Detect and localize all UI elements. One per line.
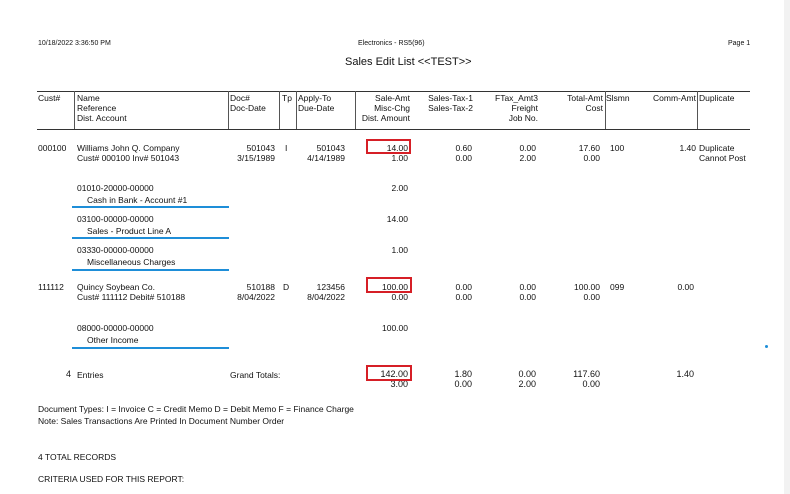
- underline: [72, 347, 229, 349]
- col-divider: [228, 91, 229, 129]
- col-header-tax: Sales-Tax-1 Sales-Tax-2: [428, 93, 473, 113]
- col-header-slsmn: Slsmn: [606, 93, 630, 103]
- page-number: Page 1: [728, 40, 751, 47]
- entries-label: Entries: [77, 370, 104, 380]
- col-divider: [74, 91, 75, 129]
- sales-tax: 0.00 0.00: [455, 282, 472, 302]
- sale-amount: 100.00 0.00: [382, 282, 408, 302]
- dist-amount: 100.00: [382, 323, 408, 333]
- doc-type: D: [283, 282, 290, 292]
- underline: [72, 206, 229, 208]
- duplicate-status: Duplicate Cannot Post: [699, 143, 746, 163]
- total-comm: 1.40: [676, 369, 694, 379]
- highlight-box: [366, 365, 412, 381]
- header-top-rule: [37, 91, 750, 92]
- dist-description: Other Income: [87, 335, 139, 345]
- ftax-freight: 0.00 0.00: [519, 282, 536, 302]
- sale-amount: 14.00 1.00: [386, 143, 408, 163]
- grand-totals-label: Grand Totals:: [230, 370, 281, 380]
- apply-info: 501043 4/14/1989: [307, 143, 345, 163]
- comm-amount: 1.40: [679, 143, 696, 153]
- total-cost: 17.60 0.00: [578, 143, 600, 163]
- entries-count: 4: [66, 369, 72, 379]
- col-header-apply: Apply-To Due-Date: [298, 93, 335, 113]
- dist-account: 01010-20000-00000: [77, 183, 154, 193]
- highlight-box: [366, 139, 411, 154]
- doc-types-note: Document Types: I = Invoice C = Credit M…: [38, 404, 354, 414]
- ftax-freight: 0.00 2.00: [519, 143, 536, 163]
- page-edge: [784, 0, 790, 494]
- col-header-total: Total-Amt Cost: [567, 93, 603, 113]
- company-name: Electronics - RS5(96): [358, 40, 425, 47]
- dist-account: 08000-00000-00000: [77, 323, 154, 333]
- order-note: Note: Sales Transactions Are Printed In …: [38, 416, 285, 426]
- doc-type: I: [285, 143, 288, 153]
- col-divider: [697, 91, 698, 129]
- total-records: 4 TOTAL RECORDS: [38, 452, 117, 462]
- apply-info: 123456 8/04/2022: [307, 282, 345, 302]
- col-divider: [605, 91, 606, 129]
- dist-amount: 14.00: [386, 214, 408, 224]
- col-header-tp: Tp: [282, 93, 292, 103]
- col-header-name: Name Reference Dist. Account: [77, 93, 127, 123]
- salesman: 100: [610, 143, 625, 153]
- dist-account: 03100-00000-00000: [77, 214, 154, 224]
- report-title: Sales Edit List <<TEST>>: [345, 56, 472, 68]
- comm-amount: 0.00: [677, 282, 694, 292]
- underline: [72, 269, 229, 271]
- cust-number: 111112: [38, 282, 64, 292]
- dist-amount: 1.00: [391, 245, 408, 255]
- dist-account: 03330-00000-00000: [77, 245, 154, 255]
- salesman: 099: [610, 282, 625, 292]
- criteria-label: CRITERIA USED FOR THIS REPORT:: [38, 474, 185, 484]
- total-sale: 142.00 3.00: [380, 369, 408, 389]
- header-bottom-rule: [37, 129, 750, 130]
- total-ftax: 0.00 2.00: [518, 369, 536, 389]
- col-divider: [355, 91, 356, 129]
- customer-name: Williams John Q. Company Cust# 000100 Inv…: [77, 143, 180, 163]
- highlight-box: [366, 277, 412, 293]
- doc-info: 501043 3/15/1989: [237, 143, 275, 163]
- col-header-comm: Comm-Amt: [653, 93, 696, 103]
- col-header-cust: Cust#: [38, 93, 61, 103]
- total-cost: 100.00 0.00: [574, 282, 600, 302]
- customer-name: Quincy Soybean Co. Cust# 111112 Debit# 51…: [77, 282, 186, 302]
- col-header-doc: Doc# Doc-Date: [230, 93, 266, 113]
- col-header-dup: Duplicate: [699, 93, 735, 103]
- report-datetime: 10/18/2022 3:36:50 PM: [38, 40, 111, 47]
- doc-info: 510188 8/04/2022: [237, 282, 275, 302]
- col-header-ftax: FTax_Amt3 Freight Job No.: [495, 93, 538, 123]
- total-tax: 1.80 0.00: [454, 369, 472, 389]
- col-header-sale: Sale-Amt Misc-Chg Dist. Amount: [361, 93, 410, 123]
- cust-number: 000100: [38, 143, 67, 153]
- dist-description: Miscellaneous Charges: [87, 257, 176, 267]
- underline: [72, 237, 229, 239]
- sales-tax: 0.60 0.00: [455, 143, 472, 163]
- total-amount: 117.60 0.00: [573, 369, 600, 389]
- dist-amount: 2.00: [391, 183, 408, 193]
- dist-description: Cash in Bank - Account #1: [87, 195, 188, 205]
- col-divider: [279, 91, 280, 129]
- stray-mark: [765, 345, 768, 348]
- dist-description: Sales - Product Line A: [87, 226, 172, 236]
- col-divider: [296, 91, 297, 129]
